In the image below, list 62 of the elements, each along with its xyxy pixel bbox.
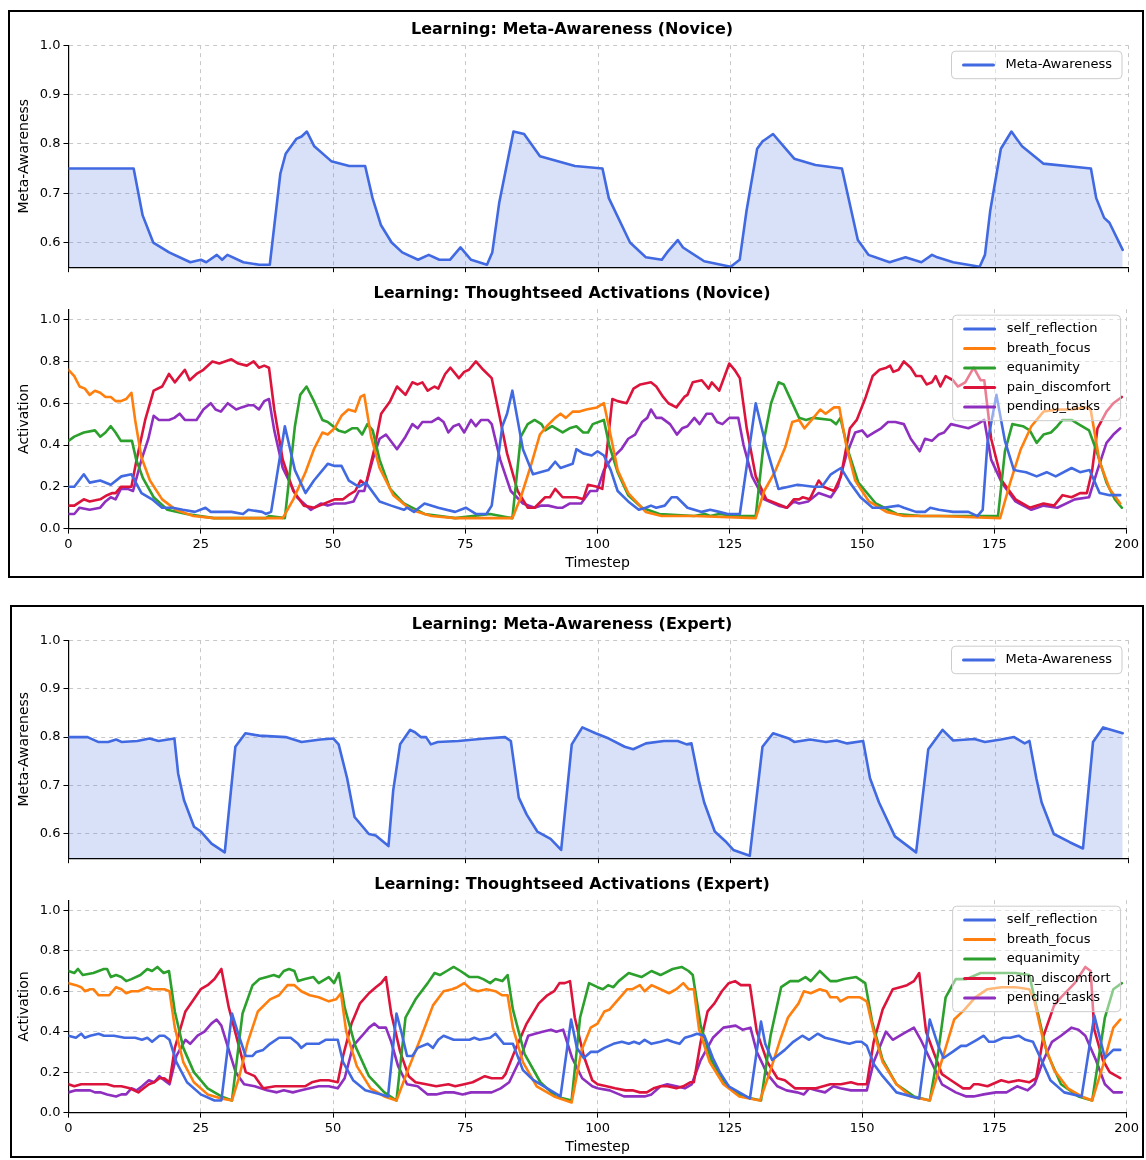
y-tick-label: 0.6 [39, 233, 61, 249]
y-tick-label: 0.6 [39, 825, 61, 841]
x-tick-label: 0 [64, 535, 73, 551]
x-tick-label: 150 [849, 1119, 875, 1135]
y-tick-label: 0.8 [39, 728, 61, 744]
y-tick-label: 0.9 [39, 85, 61, 101]
legend-label: pending_tasks [1006, 989, 1101, 1005]
y-tick-label: 0.7 [39, 776, 61, 792]
x-tick-label: 25 [192, 535, 210, 551]
y-tick-label: 0.8 [39, 942, 61, 958]
y-axis-title: Meta-Awareness [15, 98, 32, 214]
y-tick-label: 1.0 [39, 901, 61, 917]
y-axis-title: Activation [15, 971, 32, 1042]
y-tick-label: 0.6 [39, 982, 61, 998]
x-tick-label: 125 [717, 1119, 743, 1135]
x-axis-title: Timestep [564, 1138, 630, 1155]
legend-label: breath_focus [1006, 339, 1091, 355]
legend-label: pain_discomfort [1006, 378, 1111, 394]
x-tick-label: 75 [457, 1119, 474, 1135]
chart-title: Learning: Thoughtseed Activations (Novice) [373, 282, 771, 302]
x-tick-label: 0 [64, 1119, 73, 1135]
y-tick-label: 1.0 [39, 631, 61, 647]
y-axis-title: Activation [15, 383, 32, 454]
y-tick-label: 0.7 [39, 184, 61, 200]
x-tick-label: 175 [981, 535, 1007, 551]
legend-label: self_reflection [1006, 320, 1098, 336]
x-tick-label: 175 [981, 1119, 1007, 1135]
y-tick-label: 1.0 [39, 311, 61, 327]
x-tick-label: 50 [324, 535, 342, 551]
y-tick-label: 0.0 [39, 519, 61, 535]
legend-label: pain_discomfort [1006, 969, 1111, 985]
legend-label: equanimity [1006, 950, 1081, 966]
y-tick-label: 0.9 [39, 680, 61, 696]
y-tick-label: 0.4 [39, 436, 61, 452]
legend-label: pending_tasks [1006, 398, 1101, 414]
x-tick-label: 100 [585, 535, 610, 551]
x-tick-label: 25 [192, 1119, 210, 1135]
y-tick-label: 0.2 [39, 1063, 61, 1079]
legend-label: breath_focus [1006, 930, 1091, 946]
x-tick-label: 75 [457, 535, 474, 551]
y-tick-label: 0.8 [39, 135, 61, 151]
x-tick-label: 100 [585, 1119, 610, 1135]
x-tick-label: 200 [1114, 1119, 1140, 1135]
x-tick-label: 125 [717, 535, 743, 551]
y-tick-label: 0.2 [39, 478, 61, 494]
legend-label: equanimity [1006, 359, 1081, 375]
y-axis-title: Meta-Awareness [15, 691, 32, 807]
chart-title: Learning: Thoughtseed Activations (Expert) [374, 873, 770, 893]
y-tick-label: 1.0 [39, 36, 61, 52]
legend-label: self_reflection [1006, 911, 1098, 927]
legend-label: Meta-Awareness [1005, 56, 1113, 72]
chart-title: Learning: Meta-Awareness (Expert) [411, 613, 733, 633]
x-axis-title: Timestep [564, 554, 630, 571]
x-tick-label: 50 [324, 1119, 342, 1135]
y-tick-label: 0.6 [39, 394, 61, 410]
x-tick-label: 150 [849, 535, 875, 551]
y-tick-label: 0.4 [39, 1023, 61, 1039]
y-tick-label: 0.8 [39, 352, 61, 368]
y-tick-label: 0.0 [39, 1103, 61, 1119]
legend-label: Meta-Awareness [1005, 651, 1113, 667]
x-tick-label: 200 [1114, 535, 1140, 551]
chart-title: Learning: Meta-Awareness (Novice) [410, 18, 734, 38]
